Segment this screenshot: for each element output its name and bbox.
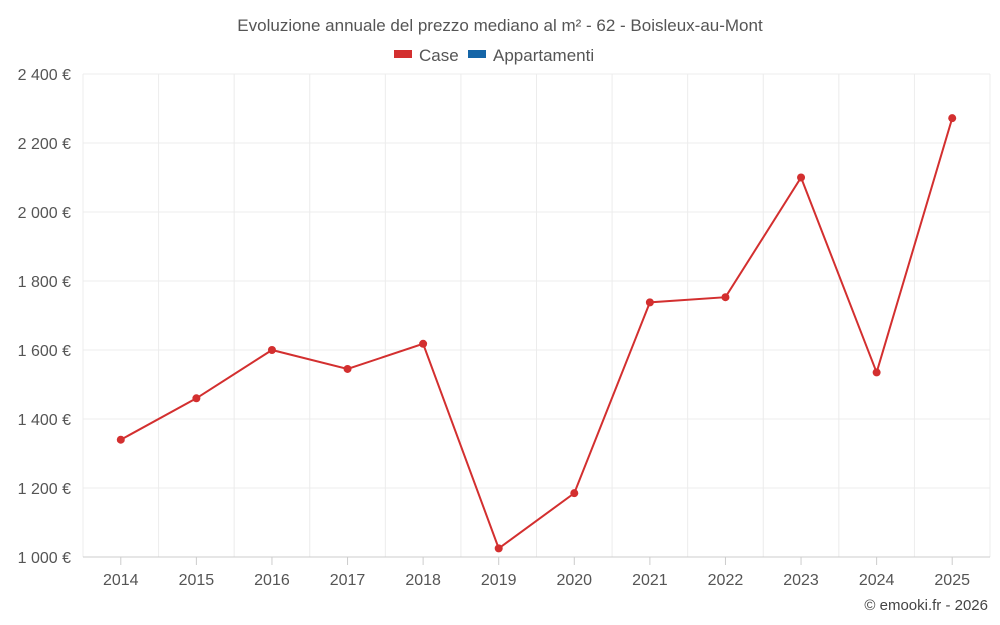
- chart-title: Evoluzione annuale del prezzo mediano al…: [237, 16, 763, 35]
- x-axis: 2014 2015 2016 2017 2018 2019 2020 2021 2022 2023…: [83, 556, 990, 589]
- y-tick-label: 2 400 €: [18, 67, 71, 84]
- x-tick-label: 2017: [330, 572, 366, 589]
- legend-swatch-case: [394, 50, 412, 58]
- y-tick-label: 1 600 €: [18, 343, 71, 360]
- legend-item-appartamenti[interactable]: Appartamenti: [468, 46, 594, 65]
- x-tick-label: 2020: [556, 572, 592, 589]
- legend-item-case[interactable]: Case: [394, 46, 459, 65]
- data-point[interactable]: [192, 394, 201, 403]
- credits[interactable]: © emooki.fr - 2026: [864, 597, 988, 614]
- legend-swatch-appartamenti: [468, 50, 486, 58]
- y-axis: 1 000 € 1 200 € 1 400 € 1 600 € 1 800 € 2 000…: [18, 67, 71, 567]
- y-tick-label: 2 200 €: [18, 136, 71, 153]
- x-tick-label: 2015: [179, 572, 215, 589]
- data-point[interactable]: [721, 293, 730, 302]
- legend-label-case: Case: [419, 46, 459, 65]
- x-tick-label: 2023: [783, 572, 819, 589]
- series-case: [116, 114, 957, 553]
- data-point[interactable]: [872, 368, 881, 377]
- data-point[interactable]: [116, 435, 125, 444]
- data-point[interactable]: [494, 544, 503, 553]
- data-point[interactable]: [343, 364, 352, 373]
- x-tick-label: 2024: [859, 572, 895, 589]
- data-point[interactable]: [948, 114, 957, 123]
- legend: Case Appartamenti: [394, 46, 594, 65]
- x-tick-label: 2018: [405, 572, 441, 589]
- y-tick-label: 1 800 €: [18, 274, 71, 291]
- x-tick-label: 2021: [632, 572, 668, 589]
- x-tick-label: 2016: [254, 572, 290, 589]
- x-tick-label: 2022: [708, 572, 744, 589]
- x-tick-label: 2025: [934, 572, 970, 589]
- x-tick-label: 2019: [481, 572, 517, 589]
- data-point[interactable]: [267, 346, 276, 354]
- gridlines: [82, 73, 991, 557]
- data-point[interactable]: [797, 173, 806, 182]
- data-point[interactable]: [419, 339, 428, 348]
- y-tick-label: 1 200 €: [18, 481, 71, 498]
- y-tick-label: 1 400 €: [18, 412, 71, 429]
- y-tick-label: 2 000 €: [18, 205, 71, 222]
- data-point[interactable]: [570, 489, 579, 498]
- y-tick-label: 1 000 €: [18, 550, 71, 567]
- data-point[interactable]: [645, 298, 654, 307]
- legend-label-appartamenti: Appartamenti: [493, 46, 594, 65]
- series-line-case: [120, 117, 954, 550]
- x-tick-label: 2014: [103, 572, 139, 589]
